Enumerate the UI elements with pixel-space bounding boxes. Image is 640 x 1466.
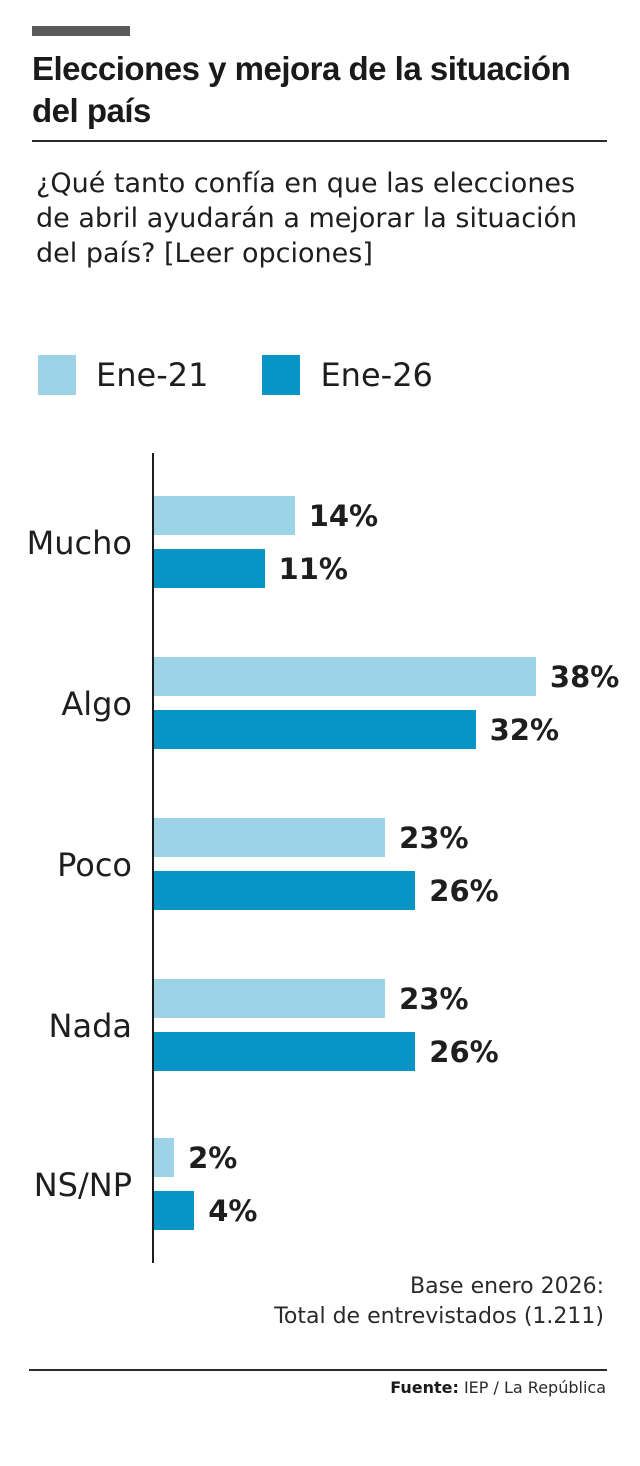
category-label: Algo (61, 685, 132, 723)
legend-label: Ene-21 (96, 356, 209, 394)
bar-ene-26 (154, 710, 476, 749)
source-label: Fuente: (390, 1378, 459, 1397)
category-label: NS/NP (33, 1166, 132, 1204)
value-label-ene-21: 38% (549, 660, 620, 694)
title-accent-bar (32, 26, 130, 36)
category-group-poco: Poco 23% 26% (0, 818, 640, 910)
bar-ene-21 (154, 818, 386, 857)
legend-item-ene-21: Ene-21 (38, 355, 208, 395)
bar-ene-26 (154, 1191, 195, 1230)
category-group-mucho: Mucho 14% 11% (0, 496, 640, 588)
title-divider (32, 140, 607, 142)
legend-item-ene-26: Ene-26 (262, 355, 433, 395)
note-line-1: Base enero 2026: (410, 1274, 604, 1299)
bar-ene-21 (154, 657, 536, 696)
chart-title: Elecciones y mejora de la situación del … (32, 50, 571, 129)
category-group-ns-np: NS/NP 2% 4% (0, 1138, 640, 1230)
category-group-algo: Algo 38% 32% (0, 657, 640, 749)
footer-divider (29, 1369, 607, 1371)
value-label-ene-26: 4% (208, 1194, 258, 1228)
source-text: IEP / La República (458, 1378, 606, 1397)
value-label-ene-21: 23% (399, 821, 469, 855)
bar-ene-21 (154, 1138, 175, 1177)
value-label-ene-26: 11% (278, 552, 348, 586)
sample-note: Base enero 2026: Total de entrevistados … (274, 1272, 604, 1332)
bar-ene-21 (154, 496, 295, 535)
value-label-ene-26: 32% (489, 713, 560, 747)
bar-ene-26 (154, 1032, 416, 1071)
note-line-2: Total de entrevistados (1.211) (274, 1304, 604, 1329)
value-label-ene-21: 2% (188, 1141, 238, 1175)
bar-ene-21 (154, 979, 386, 1018)
category-label: Mucho (26, 524, 132, 562)
value-label-ene-26: 26% (429, 874, 499, 908)
category-label: Poco (57, 846, 132, 884)
chart-question: ¿Qué tanto confía en que las elecciones … (36, 168, 578, 269)
y-axis-line (152, 453, 154, 1263)
value-label-ene-26: 26% (429, 1035, 499, 1069)
source-credit: Fuente: IEP / La República (390, 1378, 606, 1397)
bar-ene-26 (154, 549, 265, 588)
legend-swatch-ene-21 (38, 355, 76, 395)
category-group-nada: Nada 23% 26% (0, 979, 640, 1071)
value-label-ene-21: 23% (399, 982, 469, 1016)
bar-ene-26 (154, 871, 416, 910)
legend-label: Ene-26 (320, 356, 433, 394)
bar-chart: Mucho 14% 11% Algo 38% 32% Poco 23% 26% … (0, 453, 640, 1263)
legend-swatch-ene-26 (262, 355, 301, 395)
value-label-ene-21: 14% (308, 499, 379, 533)
category-label: Nada (48, 1007, 132, 1045)
legend: Ene-21 Ene-26 (38, 355, 487, 395)
